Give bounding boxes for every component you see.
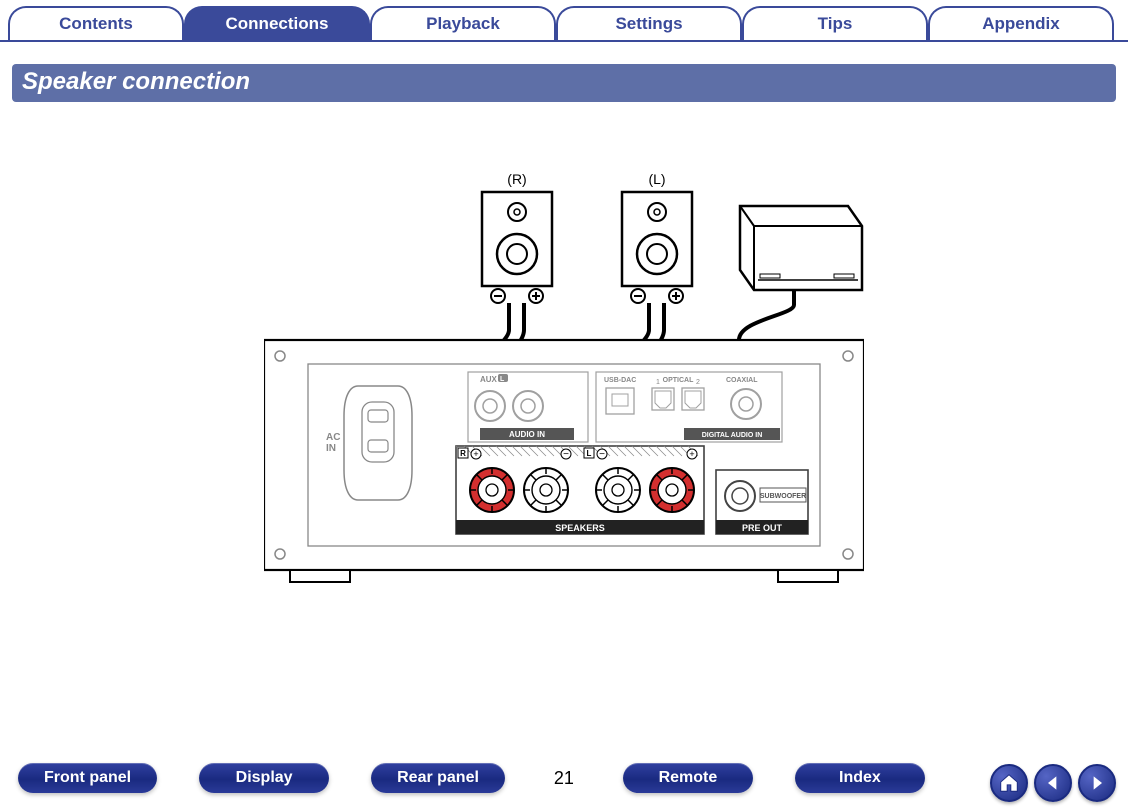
remote-button[interactable]: Remote bbox=[623, 763, 753, 793]
icon-bar bbox=[990, 764, 1116, 802]
tab-connections[interactable]: Connections bbox=[184, 6, 370, 40]
svg-text:R: R bbox=[460, 449, 466, 458]
prev-page-icon[interactable] bbox=[1034, 764, 1072, 802]
rear-panel-button[interactable]: Rear panel bbox=[371, 763, 505, 793]
svg-text:USB-DAC: USB-DAC bbox=[604, 377, 636, 384]
svg-text:DIGITAL AUDIO IN: DIGITAL AUDIO IN bbox=[702, 432, 763, 439]
home-icon[interactable] bbox=[990, 764, 1028, 802]
speaker-l-label: (L) bbox=[648, 171, 665, 187]
svg-text:L: L bbox=[500, 376, 505, 383]
svg-text:1: 1 bbox=[656, 379, 660, 386]
tab-tips[interactable]: Tips bbox=[742, 6, 928, 40]
svg-text:2: 2 bbox=[696, 379, 700, 386]
tab-playback[interactable]: Playback bbox=[370, 6, 556, 40]
svg-text:AUX: AUX bbox=[480, 375, 498, 384]
page-title: Speaker connection bbox=[12, 64, 1116, 102]
tab-contents[interactable]: Contents bbox=[8, 6, 184, 40]
speaker-r-label: (R) bbox=[507, 171, 526, 187]
svg-text:−: − bbox=[599, 449, 605, 460]
subwoofer-icon bbox=[740, 206, 862, 290]
svg-text:+: + bbox=[473, 449, 478, 459]
display-button[interactable]: Display bbox=[199, 763, 329, 793]
speaker-left-icon bbox=[622, 192, 692, 286]
bottom-nav: Front panel Display Rear panel 21 Remote… bbox=[0, 756, 1128, 800]
front-panel-button[interactable]: Front panel bbox=[18, 763, 157, 793]
speaker-connection-diagram: (R) (L) bbox=[264, 170, 864, 600]
svg-text:SPEAKERS: SPEAKERS bbox=[555, 523, 605, 533]
next-page-icon[interactable] bbox=[1078, 764, 1116, 802]
svg-text:L: L bbox=[587, 449, 592, 458]
svg-text:AUDIO IN: AUDIO IN bbox=[509, 430, 545, 439]
tab-settings[interactable]: Settings bbox=[556, 6, 742, 40]
speaker-right-icon bbox=[482, 192, 552, 286]
svg-text:COAXIAL: COAXIAL bbox=[726, 377, 758, 384]
svg-text:PRE OUT: PRE OUT bbox=[742, 523, 783, 533]
top-tab-nav: Contents Connections Playback Settings T… bbox=[0, 0, 1128, 42]
svg-text:OPTICAL: OPTICAL bbox=[663, 377, 694, 384]
svg-text:SUBWOOFER: SUBWOOFER bbox=[760, 493, 806, 500]
index-button[interactable]: Index bbox=[795, 763, 925, 793]
svg-text:+: + bbox=[689, 449, 694, 459]
rear-panel-icon: ACIN AUX L AUDIO IN USB-DAC OPTICAL 1 bbox=[264, 340, 864, 582]
tab-appendix[interactable]: Appendix bbox=[928, 6, 1114, 40]
svg-text:−: − bbox=[563, 449, 569, 460]
page-number: 21 bbox=[547, 768, 581, 789]
